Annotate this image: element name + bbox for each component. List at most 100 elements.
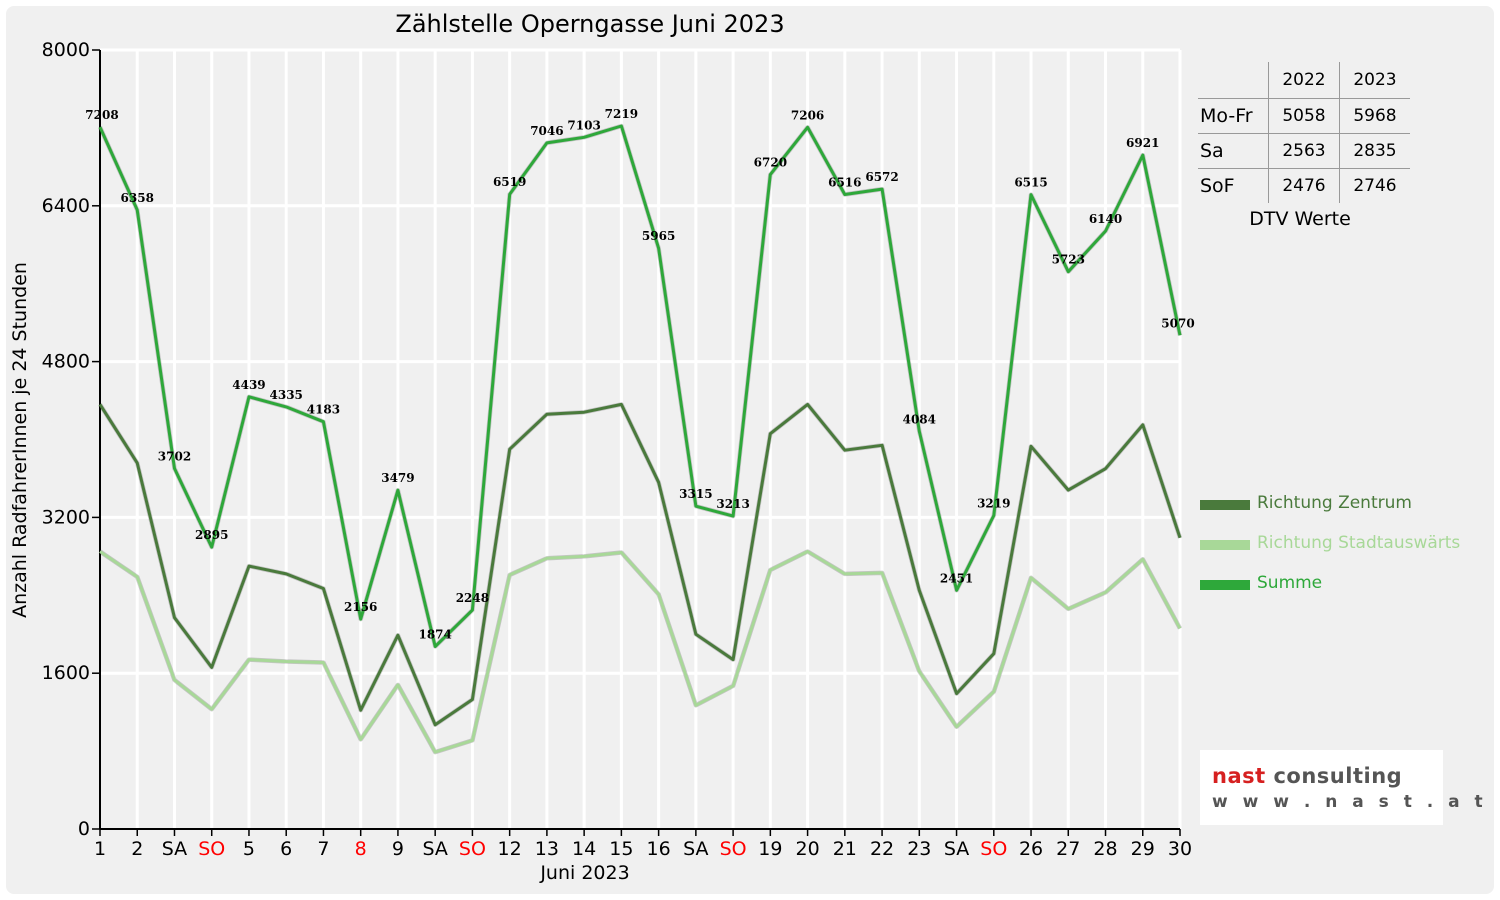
logo-url: w w w . n a s t . a t	[1212, 792, 1488, 812]
x-tick-label: SA	[683, 838, 708, 860]
x-tick-label: SO	[980, 838, 1007, 860]
y-tick-label: 3200	[42, 506, 90, 528]
data-label: 6921	[1126, 136, 1159, 150]
dtv-cell: 2835	[1339, 133, 1410, 169]
data-label: 1874	[418, 628, 451, 642]
x-tick-label: 21	[833, 838, 857, 860]
x-tick-label: 2	[131, 838, 143, 860]
legend-swatch	[1200, 580, 1250, 590]
x-tick-label: SA	[162, 838, 187, 860]
dtv-cell: 2746	[1339, 168, 1410, 203]
dtv-header-2023: 2023	[1339, 62, 1410, 99]
grid-lines	[100, 48, 1182, 829]
data-label: 3315	[679, 487, 712, 501]
data-label: 6358	[121, 191, 154, 205]
data-label: 5965	[642, 229, 675, 243]
x-tick-label: 6	[280, 838, 292, 860]
data-label: 3479	[381, 471, 414, 485]
x-tick-label: 27	[1056, 838, 1080, 860]
x-tick-label: 15	[609, 838, 633, 860]
y-tick-labels: 0 1600 3200 4800 6400 8000	[42, 39, 90, 840]
series-line-0	[98, 402, 1182, 727]
series-line-1	[99, 550, 1182, 754]
x-tick-label: 7	[317, 838, 329, 860]
data-label: 2895	[195, 528, 228, 542]
x-tick-label: 8	[355, 838, 367, 860]
data-label: 4084	[903, 412, 936, 426]
legend-label: Richtung Stadtauswärts	[1257, 533, 1461, 553]
x-tick-label: 20	[795, 838, 819, 860]
data-label: 4183	[307, 403, 340, 417]
data-label: 3213	[716, 497, 749, 511]
x-tick-label: 1	[94, 838, 106, 860]
y-tick-label: 6400	[42, 195, 90, 217]
dtv-row-label: Mo-Fr	[1198, 98, 1269, 134]
x-tick-label: 19	[758, 838, 782, 860]
dtv-row-label: SoF	[1200, 175, 1235, 197]
data-label: 5723	[1052, 253, 1085, 267]
legend-label: Summe	[1257, 573, 1323, 593]
x-tick-label: SO	[198, 838, 225, 860]
data-label: 6515	[1014, 176, 1047, 190]
y-tick-label: 4800	[42, 351, 90, 373]
data-label: 2156	[344, 600, 377, 614]
logo-name: nast consulting	[1212, 764, 1402, 788]
x-tick-label: 5	[243, 838, 255, 860]
series-lines	[97, 123, 1183, 755]
x-tick-labels: 1 2 SA SO 5 6 7 8 9 SA SO 12 13 14 15 16 SA SO 19 20 21 22 23 S…	[94, 838, 1192, 860]
data-label: 7219	[605, 107, 638, 121]
data-label: 5070	[1161, 316, 1194, 330]
legend-label: Richtung Zentrum	[1257, 493, 1412, 513]
x-tick-label: 22	[870, 838, 894, 860]
x-tick-label: 16	[647, 838, 671, 860]
dtv-caption: DTV Werte	[1249, 208, 1351, 230]
dtv-cell: 5058	[1268, 98, 1340, 134]
x-tick-label: 12	[498, 838, 522, 860]
x-axis-label: Juni 2023	[540, 862, 630, 884]
x-tick-label: 14	[572, 838, 596, 860]
nast-logo: nast consulting w w w . n a s t . a t	[1200, 750, 1483, 825]
x-tick-label: 13	[535, 838, 559, 860]
y-tick-label: 1600	[42, 662, 90, 684]
dtv-cell: 2476	[1268, 168, 1340, 203]
data-labels: 7208 6358 3702 2895 4439 4335 4183 2156 3479 1874…	[85, 107, 1194, 641]
x-tick-label: SO	[459, 838, 486, 860]
data-label: 7103	[567, 118, 600, 132]
data-label: 2248	[456, 591, 489, 605]
x-tick-label: 28	[1093, 838, 1117, 860]
x-tick-label: 30	[1168, 838, 1192, 860]
x-tick-label: SA	[944, 838, 969, 860]
data-label: 6572	[865, 170, 898, 184]
series-line-shadow	[98, 402, 1183, 728]
x-tick-label: 26	[1019, 838, 1043, 860]
data-label: 4335	[270, 388, 303, 402]
x-tick-label: SO	[720, 838, 747, 860]
logo-name-part1: nast	[1212, 764, 1266, 788]
dtv-cell: 2563	[1268, 133, 1340, 169]
axes	[92, 49, 1181, 836]
chart-title: Zählstelle Operngasse Juni 2023	[395, 10, 785, 38]
data-label: 3702	[158, 450, 191, 464]
x-tick-label: SA	[422, 838, 447, 860]
x-tick-label: 23	[907, 838, 931, 860]
legend-swatch	[1200, 540, 1250, 550]
dtv-cell: 5968	[1339, 98, 1410, 134]
dtv-corner	[1198, 62, 1269, 99]
y-tick-label: 8000	[42, 39, 90, 61]
dtv-header-2022: 2022	[1268, 62, 1340, 99]
logo-name-part2: consulting	[1265, 764, 1403, 788]
x-tick-label: 9	[392, 838, 404, 860]
data-label: 3219	[977, 497, 1010, 511]
y-tick-label: 0	[78, 818, 90, 840]
data-label: 2451	[940, 571, 973, 585]
data-label: 6519	[493, 175, 526, 189]
data-label: 6516	[828, 176, 861, 190]
legend-swatch	[1200, 500, 1250, 510]
data-label: 7206	[791, 108, 824, 122]
x-tick-label: 29	[1131, 838, 1155, 860]
data-label: 6140	[1089, 212, 1122, 226]
series-line-2	[98, 124, 1182, 648]
dtv-table: 2022 2023 Mo-Fr 5058 5968 Sa 2563 2835 S…	[1198, 62, 1410, 203]
data-label: 7208	[85, 108, 118, 122]
